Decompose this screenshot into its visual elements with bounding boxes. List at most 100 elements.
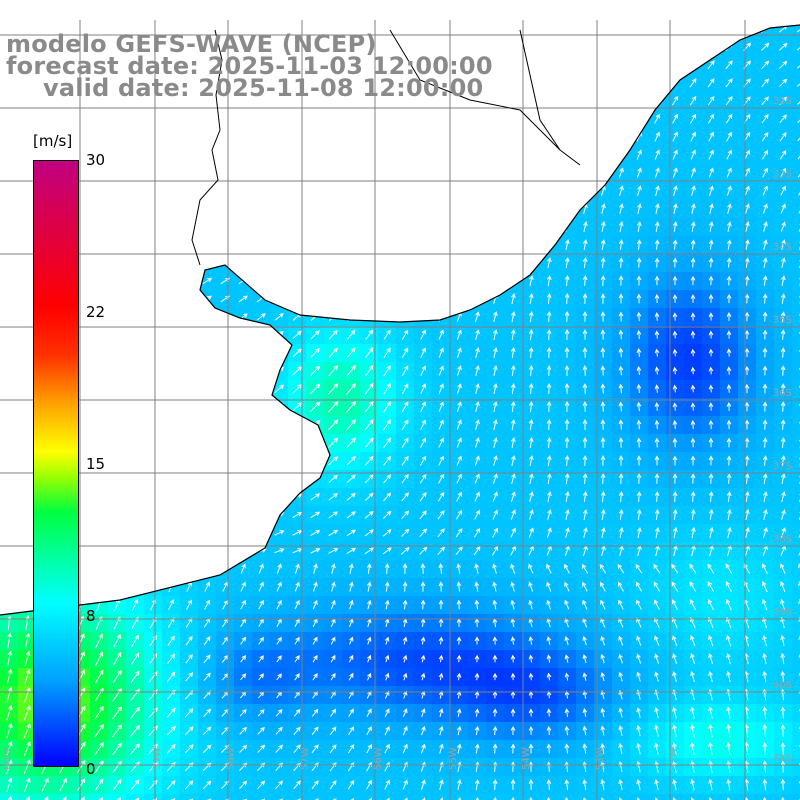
- wind-arrow: [384, 708, 390, 718]
- wind-cell: [792, 398, 800, 417]
- wind-arrow: [762, 634, 767, 647]
- wind-arrow: [546, 581, 552, 592]
- wind-arrow: [636, 635, 642, 646]
- wind-arrow: [779, 132, 787, 142]
- wind-arrow: [672, 294, 678, 303]
- wind-arrow: [725, 113, 733, 124]
- wind-arrow: [475, 383, 480, 394]
- wind-arrow: [762, 706, 768, 719]
- wind-arrow: [708, 275, 714, 286]
- wind-arrow: [204, 599, 210, 610]
- wind-arrow: [364, 455, 374, 466]
- colorbar-unit: [m/s]: [33, 132, 73, 150]
- wind-arrow: [564, 672, 570, 681]
- wind-arrow: [294, 563, 300, 574]
- wind-arrow: [726, 670, 731, 683]
- wind-arrow: [564, 419, 570, 430]
- model-title: modelo GEFS-WAVE (NCEP): [6, 30, 377, 58]
- wind-arrow: [258, 636, 264, 645]
- wind-arrow: [690, 671, 695, 683]
- wind-arrow: [420, 437, 427, 448]
- wind-arrow: [654, 419, 660, 430]
- wind-arrow: [364, 400, 374, 413]
- wind-arrow: [166, 780, 176, 790]
- wind-arrow: [292, 511, 303, 518]
- wind-arrow: [708, 167, 714, 178]
- wind-arrow: [654, 617, 660, 628]
- wind-arrow: [780, 760, 786, 773]
- wind-arrow: [582, 725, 588, 736]
- wind-arrow: [77, 633, 85, 649]
- wind-arrow: [348, 672, 354, 681]
- wind-arrow: [238, 295, 248, 303]
- wind-arrow: [726, 366, 732, 375]
- colorbar: [33, 160, 79, 767]
- wind-arrow: [204, 581, 210, 592]
- wind-arrow: [529, 491, 534, 502]
- wind-arrow: [438, 473, 444, 484]
- wind-arrow: [780, 419, 786, 430]
- wind-arrow: [600, 779, 605, 791]
- wind-cell: [792, 650, 800, 669]
- wind-cell: [792, 794, 800, 800]
- wind-arrow: [636, 455, 642, 466]
- longitude-label: 58W: [226, 747, 237, 770]
- wind-arrow: [510, 636, 516, 645]
- wind-arrow: [346, 329, 356, 340]
- wind-arrow: [328, 437, 339, 448]
- wind-arrow: [511, 473, 516, 484]
- wind-arrow: [401, 492, 409, 502]
- wind-arrow: [420, 654, 426, 663]
- wind-arrow: [328, 474, 339, 483]
- wind-cell: [792, 164, 800, 183]
- wind-arrow: [672, 509, 678, 521]
- wind-arrow: [438, 672, 444, 681]
- wind-arrow: [636, 221, 642, 232]
- wind-arrow: [240, 655, 247, 663]
- wind-arrow: [438, 401, 444, 412]
- wind-arrow: [762, 185, 768, 196]
- wind-arrow: [365, 329, 374, 340]
- wind-arrow: [184, 708, 194, 718]
- wind-arrow: [761, 42, 770, 51]
- wind-arrow: [346, 419, 357, 431]
- wind-arrow: [364, 492, 374, 501]
- wind-cell: [432, 794, 451, 800]
- wind-arrow: [744, 383, 750, 394]
- wind-arrow: [348, 563, 354, 574]
- wind-arrow: [130, 670, 140, 683]
- wind-arrow: [618, 239, 624, 250]
- wind-arrow: [528, 311, 534, 322]
- longitude-label: 54W: [521, 747, 532, 770]
- wind-cell: [486, 794, 505, 800]
- wind-arrow: [672, 437, 678, 448]
- wind-arrow: [365, 347, 374, 359]
- wind-arrow: [636, 239, 642, 250]
- wind-arrow: [420, 563, 426, 574]
- wind-cell: [288, 794, 307, 800]
- wind-arrow: [546, 419, 552, 430]
- wind-arrow: [202, 762, 212, 772]
- wind-cell: [792, 110, 800, 129]
- wind-arrow: [420, 329, 426, 340]
- wind-arrow: [780, 167, 786, 178]
- wind-arrow: [762, 203, 768, 214]
- wind-cell: [756, 794, 775, 800]
- wind-arrow: [564, 347, 570, 358]
- wind-arrow: [600, 401, 606, 412]
- wind-arrow: [672, 760, 677, 773]
- wind-arrow: [618, 725, 623, 736]
- wind-arrow: [258, 581, 264, 592]
- wind-cell: [558, 794, 577, 800]
- wind-arrow: [564, 635, 570, 646]
- wind-arrow: [528, 581, 534, 592]
- wind-arrow: [726, 348, 732, 357]
- wind-arrow: [420, 636, 426, 645]
- wind-arrow: [708, 473, 714, 484]
- wind-arrow: [383, 401, 391, 413]
- wind-arrow: [654, 113, 660, 124]
- wind-arrow: [456, 383, 462, 394]
- wind-arrow: [258, 599, 264, 610]
- wind-arrow: [708, 741, 713, 756]
- wind-arrow: [762, 347, 768, 358]
